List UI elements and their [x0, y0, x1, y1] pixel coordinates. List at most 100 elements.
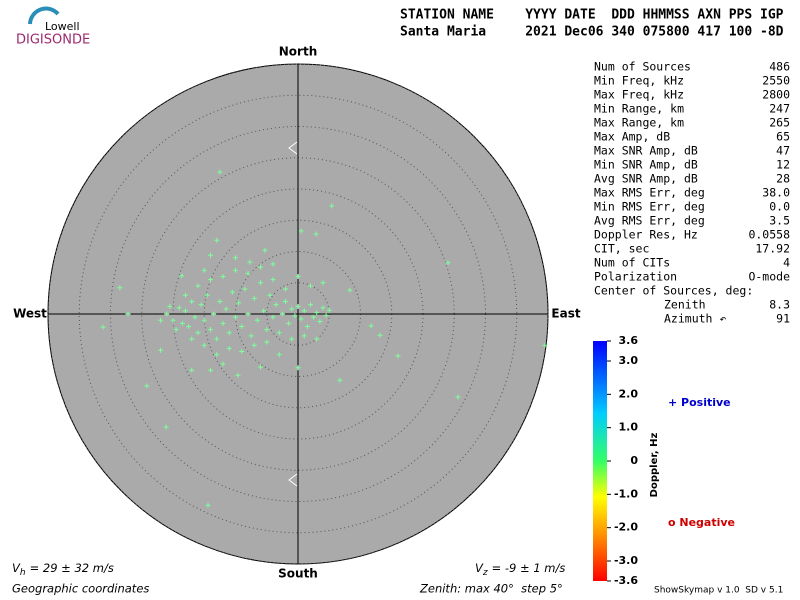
source-point — [239, 349, 245, 354]
stat-value: O-mode — [748, 270, 790, 284]
source-point — [283, 286, 288, 292]
vh: Vh = 29 ± 32 m/s — [12, 561, 114, 578]
stat-value: 265 — [769, 116, 790, 130]
source-point — [308, 302, 313, 308]
source-point — [226, 345, 232, 351]
source-point — [179, 273, 185, 279]
source-point — [295, 274, 301, 279]
vz: Vz = -9 ± 1 m/s — [475, 561, 565, 578]
source-point — [247, 259, 253, 265]
stat-label: Min RMS Err, deg — [594, 200, 705, 214]
source-point — [186, 324, 192, 329]
colorbar — [593, 341, 607, 581]
stat-label: Avg SNR Amp, dB — [594, 172, 698, 186]
source-point — [298, 316, 304, 322]
stat-value: 38.0 — [762, 186, 790, 200]
source-point — [233, 267, 238, 273]
source-point — [214, 237, 220, 243]
stat-label: Max RMS Err, deg — [594, 186, 705, 200]
source-point — [233, 314, 238, 320]
source-point — [189, 299, 195, 304]
source-point — [445, 260, 451, 266]
legend-negative: o Negative — [668, 516, 735, 529]
source-point — [144, 383, 150, 389]
source-point — [313, 231, 319, 237]
source-point — [220, 320, 226, 326]
source-point — [395, 353, 401, 359]
stat-value: 28 — [776, 172, 790, 186]
source-point — [201, 342, 207, 348]
source-point — [314, 310, 320, 316]
source-point — [258, 280, 263, 286]
source-point — [217, 299, 223, 304]
stat-label: Max Amp, dB — [594, 130, 670, 144]
source-point — [323, 312, 329, 318]
source-point — [208, 367, 213, 373]
colorbar-tick-label: -3.6 — [614, 574, 638, 587]
direction-label: South — [278, 567, 318, 581]
logo-bottom: DIGISONDE — [16, 33, 90, 48]
source-point — [158, 317, 163, 323]
source-point — [220, 361, 226, 367]
source-point — [455, 394, 461, 400]
source-point — [286, 320, 292, 326]
source-point — [167, 304, 173, 309]
source-point — [100, 324, 106, 330]
stat-value: 0.0 — [769, 200, 790, 214]
stat-label: Min Freq, kHz — [594, 74, 684, 88]
source-point — [292, 313, 298, 319]
source-point — [251, 295, 257, 301]
source-point — [368, 323, 374, 329]
colorbar-tick-label: -2.0 — [614, 521, 638, 534]
source-point — [226, 330, 232, 336]
source-point — [273, 302, 279, 308]
source-point — [258, 364, 263, 370]
stat-label: Doppler Res, Hz — [594, 228, 698, 242]
source-point — [236, 300, 242, 306]
stat-label: Num of Sources — [594, 60, 691, 74]
stat-value: 17.92 — [755, 242, 790, 256]
source-point — [261, 308, 267, 314]
stat-label: Min Range, km — [594, 102, 684, 116]
colorbar-tick-label: 3.6 — [619, 334, 639, 347]
stat-value: 65 — [776, 130, 790, 144]
source-point — [304, 324, 310, 329]
source-point — [189, 336, 195, 342]
colorbar-tick-label: 3.0 — [619, 354, 639, 367]
source-point — [245, 311, 251, 317]
source-point — [195, 283, 201, 289]
source-point — [125, 311, 131, 317]
source-point — [223, 306, 229, 312]
source-point — [163, 424, 169, 430]
source-point — [301, 308, 307, 314]
source-point — [229, 289, 235, 295]
source-point — [320, 305, 326, 311]
stat-label: Num of CITs — [594, 256, 670, 270]
legend-positive: + Positive — [668, 396, 731, 409]
stat-label: Polarization — [594, 270, 677, 284]
source-point — [208, 252, 213, 258]
source-point — [205, 502, 211, 508]
source-point — [217, 169, 223, 175]
stat-value: 47 — [776, 144, 790, 158]
source-point — [214, 352, 220, 358]
logo-top: Lowell — [45, 20, 80, 33]
stat-value: 4 — [783, 256, 790, 270]
header-line: Santa Maria 2021 Dec06 340 075800 417 10… — [400, 25, 784, 40]
source-point — [326, 307, 332, 313]
source-point — [264, 327, 270, 333]
source-point — [201, 267, 207, 273]
direction-label: East — [551, 307, 580, 321]
stat-value: 3.5 — [769, 214, 790, 228]
coords: Geographic coordinates — [12, 582, 149, 596]
source-point — [258, 264, 263, 270]
source-point — [298, 228, 304, 234]
source-point — [329, 203, 335, 209]
source-point — [295, 365, 301, 371]
stat-value: 486 — [769, 60, 790, 74]
source-point — [204, 292, 210, 298]
source-point — [208, 277, 213, 283]
source-point — [264, 339, 270, 345]
source-point — [337, 377, 343, 383]
